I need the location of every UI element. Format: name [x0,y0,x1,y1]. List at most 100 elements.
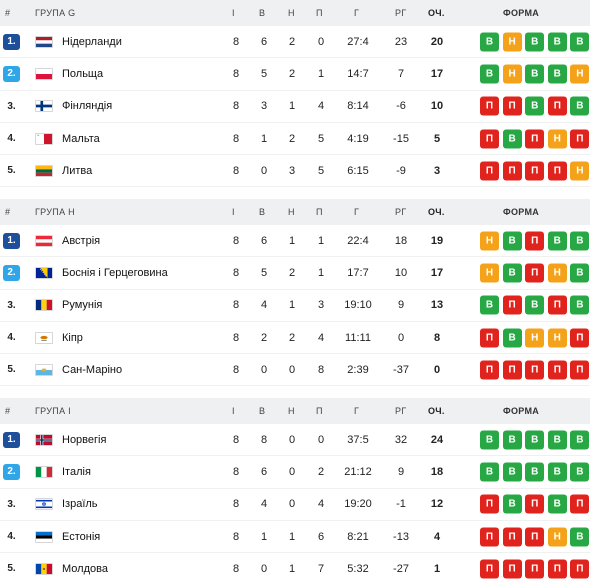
form-win-badge[interactable]: В [525,32,545,52]
form-win-badge[interactable]: В [502,129,522,149]
form-loss-badge[interactable]: П [547,559,567,579]
table-row[interactable]: 1. Норвегія 8 8 0 0 37:5 32 24 В В В В В [0,424,590,457]
form-win-badge[interactable]: В [502,231,522,251]
form-draw-badge[interactable]: Н [570,64,590,84]
form-loss-badge[interactable]: П [480,559,499,579]
form-loss-badge[interactable]: П [525,129,545,149]
form-draw-badge[interactable]: Н [547,527,567,547]
form-win-badge[interactable]: В [570,527,590,547]
form-loss-badge[interactable]: П [480,360,499,380]
table-row[interactable]: 1. Нідерланди 8 6 2 0 27:4 23 20 В Н В В В [0,26,590,59]
team-name[interactable]: Австрія [62,234,101,247]
form-loss-badge[interactable]: П [525,231,545,251]
form-win-badge[interactable]: В [480,462,499,482]
form-draw-badge[interactable]: Н [480,231,499,251]
team-name[interactable]: Боснія і Герцеговина [62,266,168,279]
form-win-badge[interactable]: В [547,64,567,84]
team-name[interactable]: Нідерланди [62,35,122,48]
form-win-badge[interactable]: В [525,430,545,450]
team-name[interactable]: Сан-Маріно [62,363,123,376]
team-name[interactable]: Норвегія [62,433,107,446]
form-loss-badge[interactable]: П [502,161,522,181]
form-win-badge[interactable]: В [547,430,567,450]
form-loss-badge[interactable]: П [570,494,590,514]
form-draw-badge[interactable]: Н [502,32,522,52]
form-win-badge[interactable]: В [480,64,499,84]
table-row[interactable]: 4. Мальта 8 1 2 5 4:19 -15 5 П В П Н П [0,123,590,156]
form-win-badge[interactable]: В [480,295,499,315]
form-loss-badge[interactable]: П [547,161,567,181]
form-win-badge[interactable]: В [547,231,567,251]
form-win-badge[interactable]: В [502,430,522,450]
team-name[interactable]: Литва [62,164,93,177]
form-loss-badge[interactable]: П [525,527,545,547]
form-loss-badge[interactable]: П [502,96,522,116]
form-loss-badge[interactable]: П [547,96,567,116]
form-loss-badge[interactable]: П [502,295,522,315]
form-win-badge[interactable]: В [570,462,590,482]
form-draw-badge[interactable]: Н [547,328,567,348]
form-win-badge[interactable]: В [502,328,522,348]
form-loss-badge[interactable]: П [570,328,590,348]
form-win-badge[interactable]: В [570,231,590,251]
form-loss-badge[interactable]: П [525,559,545,579]
team-name[interactable]: Молдова [62,562,108,575]
form-loss-badge[interactable]: П [525,263,545,283]
team-name[interactable]: Мальта [62,132,100,145]
form-loss-badge[interactable]: П [480,129,499,149]
team-name[interactable]: Кіпр [62,331,83,344]
form-win-badge[interactable]: В [570,295,590,315]
form-draw-badge[interactable]: Н [570,161,590,181]
form-loss-badge[interactable]: П [525,161,545,181]
table-row[interactable]: 5. Сан-Маріно 8 0 0 8 2:39 -37 0 П П П П П [0,354,590,387]
form-draw-badge[interactable]: Н [480,263,499,283]
team-name[interactable]: Румунія [62,299,103,312]
form-draw-badge[interactable]: Н [547,129,567,149]
form-loss-badge[interactable]: П [525,360,545,380]
team-name[interactable]: Польща [62,67,104,80]
form-win-badge[interactable]: В [547,462,567,482]
table-row[interactable]: 3. Румунія 8 4 1 3 19:10 9 13 В П В П В [0,290,590,322]
form-loss-badge[interactable]: П [502,559,522,579]
form-loss-badge[interactable]: П [525,494,545,514]
team-name[interactable]: Італія [62,465,91,478]
team-name[interactable]: Фінляндія [62,100,113,113]
table-row[interactable]: 2. Італія 8 6 0 2 21:12 9 18 В В В В В [0,456,590,489]
form-win-badge[interactable]: В [570,263,590,283]
form-loss-badge[interactable]: П [570,360,590,380]
form-loss-badge[interactable]: П [570,129,590,149]
form-win-badge[interactable]: В [480,32,499,52]
form-win-badge[interactable]: В [525,295,545,315]
form-win-badge[interactable]: В [570,96,590,116]
table-row[interactable]: 3. Фінляндія 8 3 1 4 8:14 -6 10 П П В П В [0,91,590,123]
table-row[interactable]: 2. Польща 8 5 2 1 14:7 7 17 В Н В В Н [0,58,590,91]
table-row[interactable]: 5. Литва 8 0 3 5 6:15 -9 3 П П П П Н [0,155,590,188]
form-loss-badge[interactable]: П [480,96,499,116]
form-win-badge[interactable]: В [570,32,590,52]
form-draw-badge[interactable]: Н [525,328,545,348]
form-loss-badge[interactable]: П [480,161,499,181]
form-loss-badge[interactable]: П [480,494,499,514]
form-loss-badge[interactable]: П [480,527,499,547]
form-loss-badge[interactable]: П [547,295,567,315]
team-name[interactable]: Естонія [62,530,101,543]
table-row[interactable]: 2. Боснія і Герцеговина 8 5 2 1 17:7 10 17 Н В П Н В [0,257,590,290]
form-win-badge[interactable]: В [502,462,522,482]
form-win-badge[interactable]: В [547,494,567,514]
form-win-badge[interactable]: В [480,430,499,450]
form-win-badge[interactable]: В [525,462,545,482]
form-loss-badge[interactable]: П [570,559,590,579]
form-win-badge[interactable]: В [525,96,545,116]
form-win-badge[interactable]: В [525,64,545,84]
table-row[interactable]: 5. Молдова 8 0 1 7 5:32 -27 1 П П П П П [0,553,590,582]
form-loss-badge[interactable]: П [502,527,522,547]
form-win-badge[interactable]: В [570,430,590,450]
form-draw-badge[interactable]: Н [502,64,522,84]
form-win-badge[interactable]: В [502,263,522,283]
table-row[interactable]: 4. Естонія 8 1 1 6 8:21 -13 4 П П П Н В [0,521,590,554]
form-loss-badge[interactable]: П [502,360,522,380]
form-win-badge[interactable]: В [547,32,567,52]
form-draw-badge[interactable]: Н [547,263,567,283]
form-loss-badge[interactable]: П [480,328,499,348]
table-row[interactable]: 3. Ізраїль 8 4 0 4 19:20 -1 12 П В П В П [0,489,590,521]
